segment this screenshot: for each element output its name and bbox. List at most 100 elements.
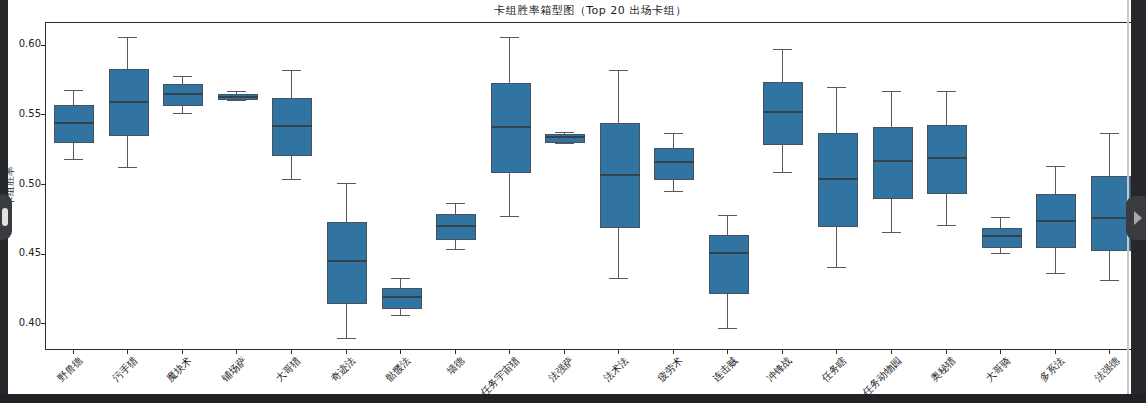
lower-whisker — [127, 134, 128, 167]
x-tick-mark — [564, 350, 565, 354]
x-tick-mark — [727, 350, 728, 354]
x-tick-label: 骷髅法 — [382, 354, 413, 385]
lower-whisker-cap — [500, 216, 519, 217]
upper-whisker-cap — [773, 49, 792, 50]
x-tick-label: 野兽德 — [55, 354, 86, 385]
x-tick-label: 任务动物园 — [859, 354, 904, 399]
x-tick-mark — [946, 350, 947, 354]
upper-whisker — [1000, 217, 1001, 228]
x-tick-mark — [836, 350, 837, 354]
box — [873, 127, 913, 199]
upper-whisker-cap — [991, 217, 1010, 218]
lower-whisker-cap — [991, 253, 1010, 254]
lower-whisker-cap — [64, 159, 83, 160]
y-tick-label: 0.45 — [8, 247, 41, 259]
lower-whisker — [727, 292, 728, 330]
median-line — [763, 111, 803, 113]
x-tick-mark — [73, 350, 74, 354]
x-tick-label: 冲锋战 — [764, 354, 795, 385]
upper-whisker — [1055, 166, 1056, 194]
median-line — [873, 160, 913, 162]
lower-whisker-cap — [827, 267, 846, 268]
x-tick-label: 大哥骑 — [982, 354, 1013, 385]
lower-whisker-cap — [1100, 280, 1119, 281]
lower-whisker-cap — [282, 179, 301, 180]
upper-whisker-cap — [282, 70, 301, 71]
lower-whisker — [836, 225, 837, 268]
lower-whisker — [782, 143, 783, 174]
upper-whisker — [673, 133, 674, 148]
box — [600, 123, 640, 228]
x-tick-mark — [673, 350, 674, 354]
x-tick-mark — [127, 350, 128, 354]
lower-whisker-cap — [446, 249, 465, 250]
lower-whisker — [73, 141, 74, 159]
box — [382, 288, 422, 310]
window-frame-bottom — [0, 394, 1146, 403]
x-tick-label: 污手猎 — [110, 354, 141, 385]
y-tick-label: 0.60 — [8, 38, 41, 50]
median-line — [272, 125, 312, 127]
upper-whisker-cap — [446, 203, 465, 204]
y-tick-label: 0.55 — [8, 108, 41, 120]
upper-whisker — [73, 90, 74, 105]
upper-whisker-cap — [718, 215, 737, 216]
x-tick-mark — [236, 350, 237, 354]
x-tick-label: 多系法 — [1037, 354, 1068, 385]
box — [654, 148, 694, 179]
upper-whisker — [946, 91, 947, 124]
median-line — [491, 126, 531, 128]
y-tick-mark — [41, 184, 45, 185]
upper-whisker-cap — [664, 133, 683, 134]
upper-whisker — [836, 87, 837, 133]
x-tick-label: 法强德 — [1092, 354, 1123, 385]
lower-whisker-cap — [118, 167, 137, 168]
prev-panel-handle[interactable] — [0, 194, 12, 240]
x-tick-label: 墙德 — [444, 354, 468, 378]
chart-panel: 卡组胜率箱型图（Top 20 出场卡组） 卡组胜率 野兽德污手猎魔块术铺场萨大哥… — [8, 0, 1131, 394]
median-line — [327, 260, 367, 262]
lower-whisker-cap — [173, 113, 192, 114]
x-tick-mark — [618, 350, 619, 354]
median-line — [436, 225, 476, 227]
upper-whisker-cap — [609, 70, 628, 71]
upper-whisker-cap — [118, 37, 137, 38]
y-tick-mark — [41, 114, 45, 115]
lower-whisker — [891, 197, 892, 233]
upper-whisker — [782, 49, 783, 81]
lower-whisker-cap — [337, 338, 356, 339]
upper-whisker — [400, 278, 401, 288]
screenshot-root: 卡组胜率箱型图（Top 20 出场卡组） 卡组胜率 野兽德污手猎魔块术铺场萨大哥… — [0, 0, 1146, 403]
next-panel-handle[interactable] — [1126, 196, 1146, 240]
x-tick-mark — [891, 350, 892, 354]
x-tick-label: 法强萨 — [546, 354, 577, 385]
median-line — [54, 122, 94, 124]
median-line — [654, 161, 694, 163]
lower-whisker-cap — [391, 315, 410, 316]
lower-whisker — [509, 171, 510, 217]
x-tick-label: 法术法 — [601, 354, 632, 385]
chevron-right-icon — [1134, 211, 1142, 225]
x-tick-mark — [509, 350, 510, 354]
median-line — [545, 136, 585, 138]
upper-whisker — [618, 70, 619, 123]
lower-whisker — [946, 192, 947, 227]
x-tick-mark — [1109, 350, 1110, 354]
lower-whisker-cap — [882, 232, 901, 233]
upper-whisker-cap — [937, 91, 956, 92]
lower-whisker-cap — [664, 191, 683, 192]
upper-whisker-cap — [227, 91, 246, 92]
drag-pill-icon — [2, 208, 8, 226]
chart-title: 卡组胜率箱型图（Top 20 出场卡组） — [45, 3, 1136, 18]
median-line — [382, 296, 422, 298]
median-line — [818, 178, 858, 180]
median-line — [600, 174, 640, 176]
upper-whisker-cap — [337, 183, 356, 184]
box — [54, 105, 94, 143]
upper-whisker-cap — [500, 37, 519, 38]
x-tick-label: 疲劳术 — [655, 354, 686, 385]
median-line — [982, 235, 1022, 237]
x-tick-label: 魔块术 — [164, 354, 195, 385]
lower-whisker-cap — [773, 172, 792, 173]
upper-whisker-cap — [1046, 166, 1065, 167]
